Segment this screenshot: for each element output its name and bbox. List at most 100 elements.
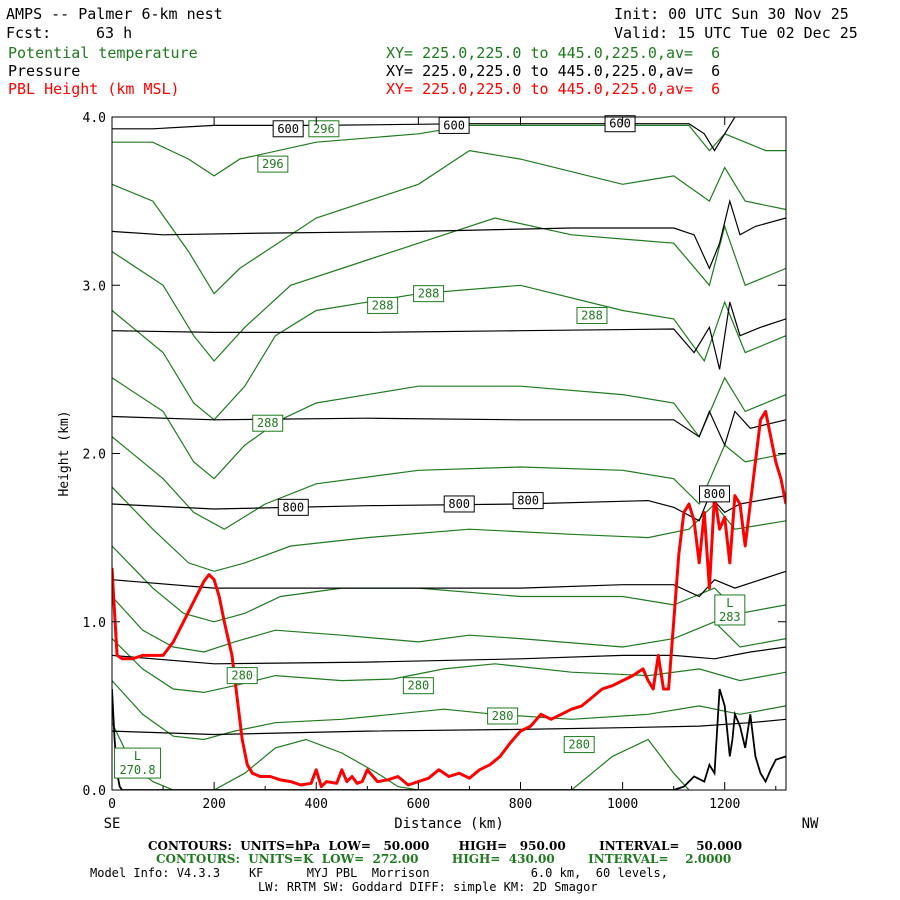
- y-axis-label: Height (km): [57, 410, 72, 496]
- theta-label-5: 288: [252, 414, 284, 432]
- pressure-label-4-box: [443, 495, 475, 513]
- app-title: AMPS -- Palmer 6-km nest: [6, 5, 223, 23]
- theta-label-0: 296: [308, 120, 340, 138]
- theta-label-8-box: [487, 707, 519, 725]
- footer-pressure-contours: CONTOURS: UNITS=hPa LOW= 50.000 HIGH= 95…: [148, 839, 743, 853]
- pressure-label-0-text: 600: [277, 122, 299, 136]
- theta-contour-7: [112, 545, 786, 623]
- y-tick-label: 0.0: [83, 784, 106, 799]
- theta-contour-13: [571, 738, 690, 790]
- y-tick-label: 2.0: [83, 448, 106, 463]
- theta-label-7-box: [402, 677, 434, 695]
- theta-label-11-text: L: [134, 749, 141, 763]
- pressure-contour-700: [112, 301, 786, 370]
- pressure-contour-650: [112, 198, 786, 270]
- theta-label-6: 280: [226, 667, 258, 685]
- theta-contour-4: [112, 376, 786, 480]
- valid-time: Valid: 15 UTC Tue 02 Dec 25: [614, 24, 858, 42]
- theta-contour-6: [112, 486, 786, 572]
- theta-contours: [112, 124, 786, 790]
- x-tick-label: 600: [407, 797, 430, 812]
- theta-contour-5: [112, 436, 786, 530]
- theta-label-1-text: 296: [262, 157, 284, 171]
- y-tick-label: 1.0: [83, 616, 106, 631]
- theta-contour-3: [112, 284, 786, 421]
- pressure-label-2: 600: [604, 115, 636, 133]
- theta-label-5-text: 288: [257, 416, 279, 430]
- theta-label-1: 296: [257, 155, 289, 173]
- init-time: Init: 00 UTC Sun 30 Nov 25: [614, 5, 849, 23]
- fcst-value: 63 h: [96, 24, 133, 42]
- theta-label-4-text: 288: [581, 309, 603, 323]
- pressure-label-0-box: [272, 120, 304, 138]
- theta-label-7-text: 280: [408, 679, 430, 693]
- theta-contour-1: [112, 149, 786, 295]
- theta-contour-9: [112, 638, 786, 694]
- theta-label-5-box: [252, 414, 284, 432]
- x-tick-label: 0: [108, 797, 116, 812]
- pressure-label-6: 800: [699, 485, 731, 503]
- x-tick-label: 1000: [607, 797, 638, 812]
- pressure-label-4-text: 800: [448, 497, 470, 511]
- x-tick-label: 200: [202, 797, 225, 812]
- pressure-label-6-box: [699, 485, 731, 503]
- pressure-label-5-text: 800: [517, 494, 539, 508]
- theta-label-0-text: 296: [313, 122, 335, 136]
- theta-label-3-text: 288: [418, 287, 440, 301]
- pressure-contour-800: [112, 494, 786, 522]
- theta-label-1-box: [257, 155, 289, 173]
- field-pressure-xy: XY= 225.0,225.0 to 445.0,225.0,av= 6: [386, 62, 721, 80]
- theta-label-4-box: [576, 307, 608, 325]
- pressure-label-6-text: 800: [704, 487, 726, 501]
- theta-label-6-box: [226, 667, 258, 685]
- x-tick-label: 400: [305, 797, 328, 812]
- se-end-label: SE: [104, 816, 121, 832]
- theta-contour-8: [112, 596, 786, 653]
- pressure-contour-600: [112, 117, 736, 152]
- theta-label-4: 288: [576, 307, 608, 325]
- theta-label-10-text: L: [726, 596, 733, 610]
- pressure-contour-850: [112, 570, 786, 598]
- terrain: [112, 688, 786, 790]
- pressure-label-5: 800: [512, 492, 544, 510]
- theta-label-2: 288: [367, 296, 399, 314]
- theta-label-9-text: 280: [568, 738, 590, 752]
- plot-frame: [111, 116, 787, 791]
- x-axis-label: Distance (km): [394, 816, 504, 832]
- footer-theta-contours: CONTOURS: UNITS=K LOW= 272.00 HIGH= 430.…: [156, 852, 732, 866]
- pbl-height-series: [112, 409, 786, 789]
- y-tick-label: 3.0: [83, 279, 106, 294]
- theta-label-10-box: [714, 594, 746, 626]
- pbl-height-line: [112, 409, 786, 789]
- pressure-label-1-text: 600: [443, 118, 465, 132]
- theta-label-7: 280: [402, 677, 434, 695]
- x-tick-label: 1200: [709, 797, 740, 812]
- fcst-label: Fcst:: [6, 24, 52, 42]
- theta-label-6-text: 280: [231, 669, 253, 683]
- pressure-label-2-text: 600: [609, 117, 631, 131]
- footer-physics-info: LW: RRTM SW: Goddard DIFF: simple KM: 2D…: [258, 880, 598, 894]
- contour-labels: 600 600 600 800 800 800 800 296 296 288 288 288 288 2…: [114, 115, 746, 779]
- theta-label-3-box: [413, 285, 445, 303]
- theta-label-9-box: [563, 736, 595, 754]
- theta-label-3: 288: [413, 285, 445, 303]
- y-tick-label: 4.0: [83, 111, 106, 126]
- pressure-label-5-box: [512, 492, 544, 510]
- pressure-contour-750: [112, 409, 786, 447]
- field-pbl-name: PBL Height (km MSL): [8, 80, 180, 98]
- theta-label-2-box: [367, 296, 399, 314]
- pressure-label-3-text: 800: [282, 500, 304, 514]
- footer-model-info: Model Info: V4.3.3 KF MYJ PBL Morrison 6…: [90, 866, 668, 880]
- pressure-label-3-box: [277, 498, 309, 516]
- pressure-label-3: 800: [277, 498, 309, 516]
- nw-end-label: NW: [802, 816, 819, 832]
- pressure-label-1: 600: [438, 116, 470, 134]
- pressure-label-0: 600: [272, 120, 304, 138]
- pressure-contour-900: [112, 646, 786, 665]
- pressure-contour-950: [112, 718, 786, 736]
- field-theta-name: Potential temperature: [8, 44, 198, 62]
- terrain-line: [112, 688, 786, 790]
